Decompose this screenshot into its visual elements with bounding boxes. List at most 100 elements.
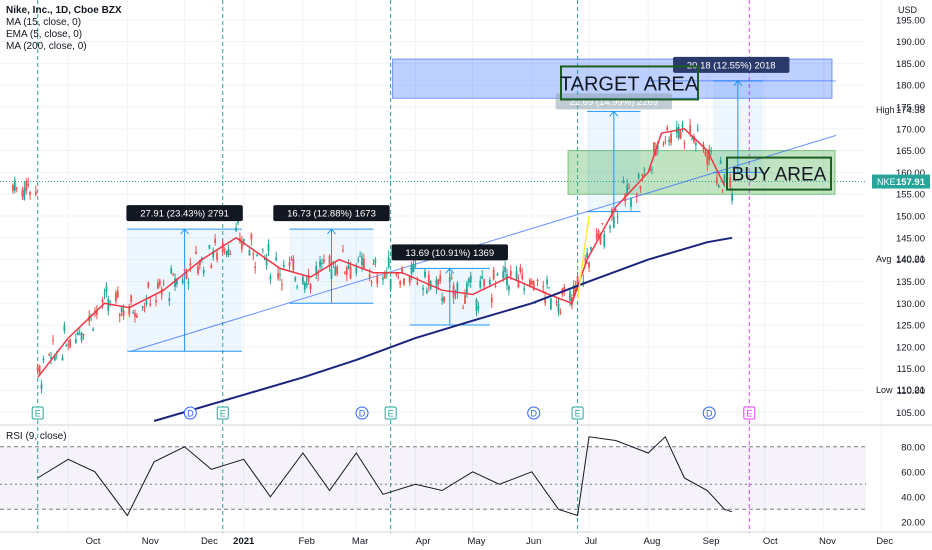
candle [574, 285, 577, 294]
candle [118, 313, 121, 317]
candle [557, 304, 560, 312]
earnings-marker-label: E [575, 409, 581, 419]
price-tick: 170.00 [896, 124, 925, 135]
candle [466, 283, 468, 294]
candle [269, 276, 272, 280]
candle [601, 223, 604, 225]
candle [143, 307, 146, 310]
dividend-marker [183, 406, 197, 420]
candle [616, 216, 619, 218]
earnings-marker [31, 406, 44, 420]
candle [198, 260, 201, 266]
avg-label: Avg [876, 254, 891, 264]
candle [195, 251, 197, 255]
candle [584, 258, 587, 261]
candle [343, 272, 346, 274]
high-label: High [876, 105, 895, 115]
candle [704, 151, 707, 156]
dividend-marker [355, 406, 369, 420]
candle [654, 148, 657, 156]
candle [61, 357, 64, 361]
candle [288, 262, 291, 266]
candle [456, 282, 459, 293]
candle [40, 384, 43, 390]
candle [80, 332, 83, 341]
candle [370, 281, 373, 283]
candle [395, 272, 398, 275]
candle [36, 367, 39, 371]
rsi-label: RSI (9, close) [6, 431, 67, 442]
candle [221, 242, 224, 253]
candle [399, 281, 402, 285]
candle [172, 274, 175, 276]
earnings-marker-label: E [35, 409, 41, 419]
price-tick: 180.00 [896, 81, 925, 92]
candle [387, 257, 390, 268]
candle [355, 267, 358, 274]
candle [317, 274, 320, 276]
candle [74, 339, 77, 343]
candle [90, 314, 93, 316]
measure-label: 22.69 (14.99%) 2269 [569, 97, 658, 108]
time-axis: Oct Nov Dec 2021 Feb Mar Apr May Jun Jul Aug Sep Oct… [0, 531, 932, 547]
candle [235, 227, 238, 232]
candle [652, 142, 655, 152]
time-tick: Nov [142, 536, 159, 547]
measure-arrowhead [609, 110, 619, 117]
time-tick: Jun [526, 536, 541, 547]
candle [107, 299, 110, 312]
candle [416, 282, 419, 285]
dividend-marker [527, 406, 541, 420]
price-tick: 150.00 [896, 212, 925, 223]
candle [588, 262, 590, 268]
legend-ma15: MA (15, close, 0) [6, 17, 82, 28]
candle [681, 124, 684, 127]
candle [549, 298, 552, 310]
earnings-marker-label: E [746, 409, 752, 419]
candle [530, 280, 533, 285]
low-label: Low [876, 385, 893, 395]
price-tick: 160.00 [896, 168, 925, 179]
candle [572, 285, 575, 297]
candle [292, 258, 295, 270]
candle [662, 143, 665, 145]
rsi-line [37, 435, 733, 517]
candle [506, 274, 508, 286]
candle [52, 339, 54, 341]
buy-area-box [726, 156, 832, 191]
candle [586, 252, 589, 258]
candle [315, 265, 318, 274]
candle [29, 191, 31, 195]
candle [361, 256, 363, 266]
candle [202, 270, 205, 274]
candle [174, 278, 176, 287]
measure-label: 13.69 (10.91%) 1369 [405, 248, 494, 259]
candle [504, 267, 506, 272]
candle [614, 209, 617, 212]
candle [717, 185, 720, 188]
candle [296, 286, 299, 288]
candle [401, 267, 403, 272]
legend-ma200: MA (200, close, 0) [6, 41, 87, 52]
price-tick: 190.00 [896, 37, 925, 48]
candle [78, 333, 81, 335]
candle [214, 238, 217, 243]
measure-label-bg [555, 93, 673, 110]
candle [372, 263, 375, 265]
candle [523, 288, 526, 291]
candle [599, 234, 602, 244]
candle [267, 243, 270, 252]
legend-ema5: EMA (5, close, 0) [6, 29, 83, 40]
measure-arrowhead [327, 228, 336, 235]
avg-value: 140.21 [896, 254, 925, 265]
candle [693, 136, 695, 143]
measure-label: 27.91 (23.43%) 2791 [140, 209, 229, 220]
candle [15, 187, 18, 190]
candle [603, 234, 606, 247]
price-tick: 110.00 [897, 386, 925, 397]
price-tick: 185.00 [896, 59, 925, 70]
candle [328, 255, 331, 267]
price-axis: USD 105.00 110.00 115.00 120.00 125.00 130.00 1… [872, 5, 930, 419]
candle [76, 332, 79, 335]
